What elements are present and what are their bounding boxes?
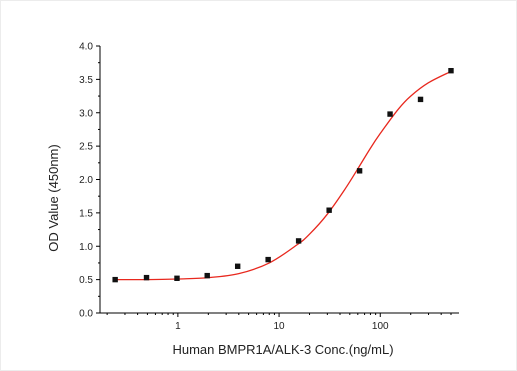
x-axis-title: Human BMPR1A/ALK-3 Conc.(ng/mL)	[172, 342, 393, 357]
data-point	[234, 263, 241, 269]
y-tick-label: 1.5	[79, 208, 93, 219]
data-point	[356, 168, 363, 174]
data-point	[326, 207, 332, 213]
data-point	[387, 111, 393, 117]
fit-curve	[115, 70, 452, 281]
y-tick-label: 0.0	[79, 309, 93, 320]
data-point	[204, 272, 210, 279]
y-tick-label: 2.5	[79, 142, 93, 153]
x-tick-label: 10	[274, 321, 286, 332]
y-tick-label: 1.0	[79, 242, 93, 253]
y-tick-label: 3.0	[79, 108, 93, 119]
data-point	[265, 256, 271, 263]
data-point	[143, 274, 150, 281]
y-ticks: 0.0 0.5 1.0 1.5 2.0 2.5 3.0 3.5 4.0	[79, 42, 100, 320]
x-ticks: 1 10 100	[106, 313, 452, 332]
y-axis-title: OD Value (450nm)	[46, 144, 61, 251]
data-point	[448, 67, 454, 74]
data-point	[174, 275, 180, 281]
data-point	[295, 238, 302, 244]
x-tick-label: 100	[372, 321, 389, 332]
data-point	[112, 276, 118, 283]
y-tick-label: 2.0	[79, 175, 93, 186]
y-tick-label: 3.5	[79, 75, 93, 86]
data-points	[112, 67, 454, 283]
y-tick-label: 0.5	[79, 275, 93, 286]
x-tick-label: 1	[175, 321, 181, 332]
axes	[99, 46, 459, 314]
y-tick-label: 4.0	[79, 42, 93, 53]
data-point	[417, 96, 424, 103]
